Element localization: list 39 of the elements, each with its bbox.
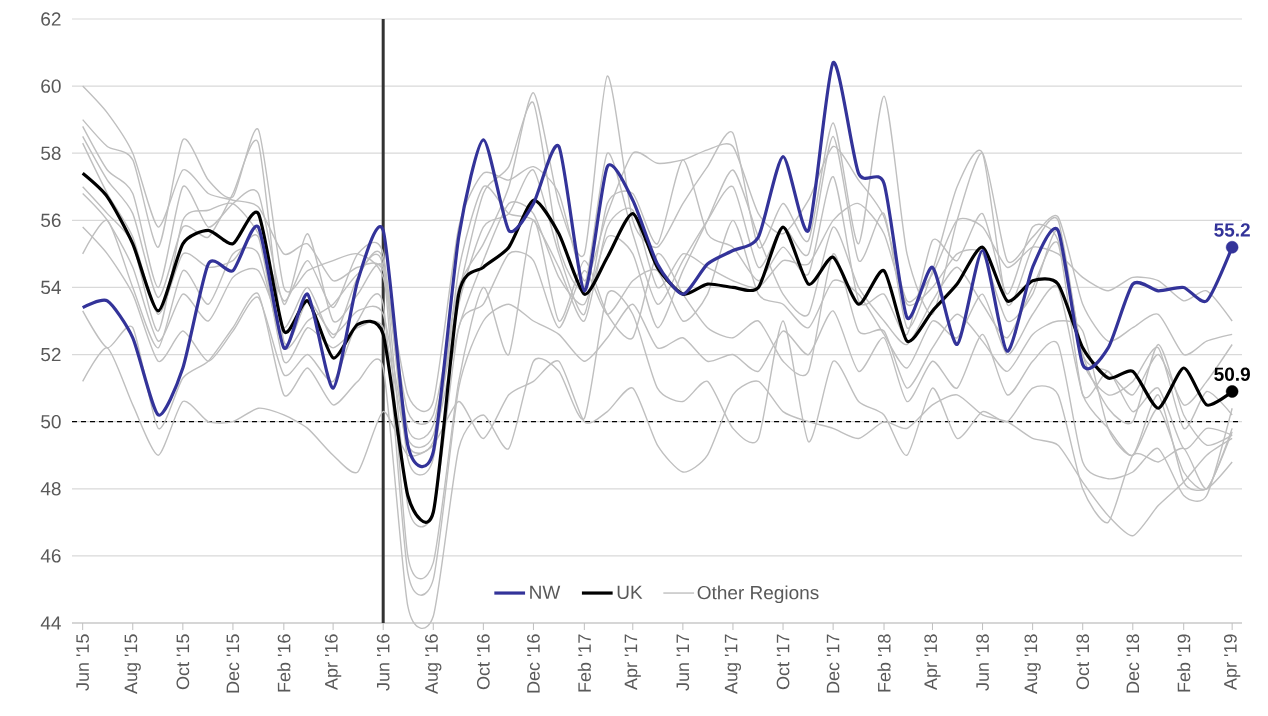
data-label: 50.9 <box>1214 367 1250 381</box>
x-tick-label: Feb '18 <box>877 634 891 692</box>
x-tick-label: Feb '17 <box>577 634 591 692</box>
legend-label: NW <box>530 585 561 599</box>
y-tick-label: 50 <box>41 414 61 429</box>
y-tick-label: 56 <box>41 213 61 228</box>
x-tick-label: Dec '17 <box>826 634 840 693</box>
x-tick-label: Apr '16 <box>324 634 342 690</box>
legend-label: UK <box>617 585 643 600</box>
y-tick-label: 52 <box>41 347 61 362</box>
x-tick-label: Oct '15 <box>176 634 190 690</box>
x-tick-label: Apr '17 <box>624 634 641 690</box>
x-tick-label: Feb '19 <box>1177 634 1191 692</box>
x-tick-label: Jun '16 <box>376 634 390 691</box>
x-tick-label: Oct '17 <box>776 634 790 690</box>
x-tick-label: Feb '16 <box>277 634 291 692</box>
x-tick-label: Jun '15 <box>76 634 89 691</box>
x-tick-label: Dec '18 <box>1126 634 1140 693</box>
data-label: 55.2 <box>1214 223 1250 237</box>
x-tick-label: Dec '15 <box>226 634 240 693</box>
y-tick-label: 44 <box>40 616 61 630</box>
x-tick-label: Aug '17 <box>724 634 742 694</box>
y-tick-label: 58 <box>41 146 61 160</box>
x-tick-label: Oct '18 <box>1076 634 1090 690</box>
y-tick-label: 46 <box>40 549 61 563</box>
x-tick-label: Aug '18 <box>1024 634 1041 694</box>
x-tick-label: Dec '16 <box>527 634 540 693</box>
x-tick-label: Aug '16 <box>425 634 442 694</box>
x-tick-label: Apr '19 <box>1223 634 1241 690</box>
x-tick-label: Jun '17 <box>676 634 690 691</box>
y-tick-label: 60 <box>41 79 61 93</box>
x-tick-label: Apr '18 <box>924 634 941 690</box>
x-tick-label: Jun '18 <box>976 634 989 691</box>
x-tick-label: Aug '15 <box>124 634 141 694</box>
x-tick-label: Oct '16 <box>476 634 490 690</box>
y-tick-label: 54 <box>41 280 61 295</box>
y-tick-label: 48 <box>40 482 61 496</box>
legend-label: Other Regions <box>697 585 819 604</box>
y-tick-label: 62 <box>41 12 61 26</box>
